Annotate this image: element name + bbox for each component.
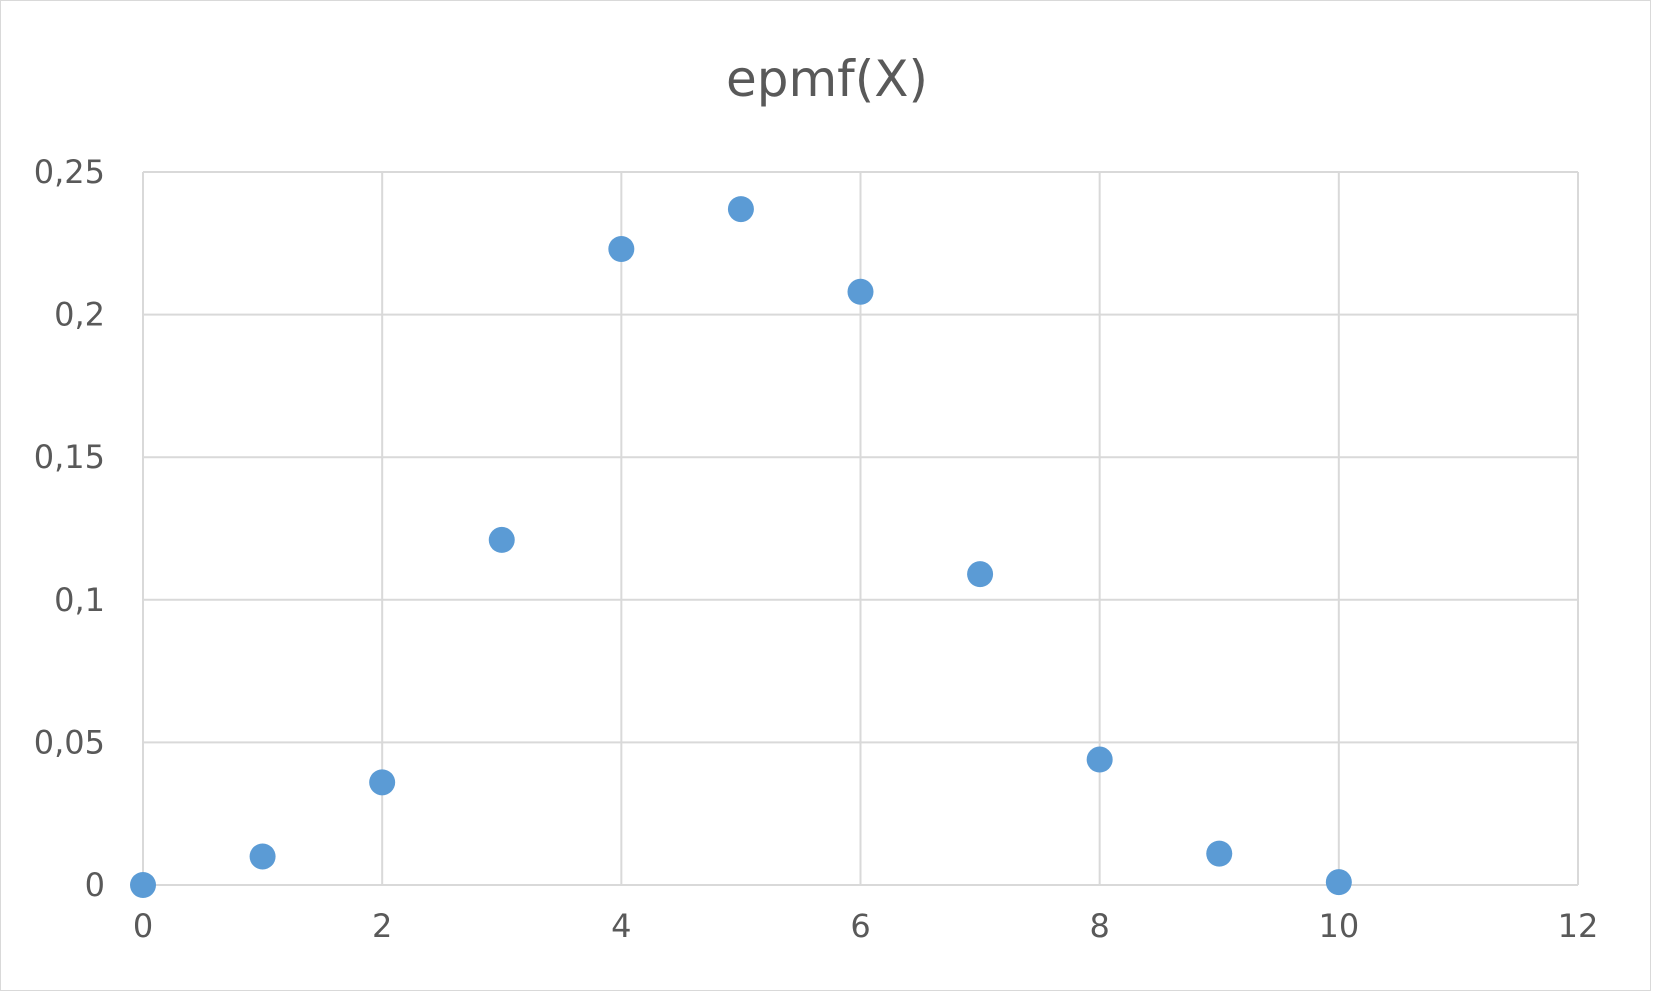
data-point <box>727 196 754 223</box>
data-point <box>249 843 276 870</box>
x-tick-label: 4 <box>611 907 631 945</box>
data-points <box>130 196 1352 898</box>
data-point <box>130 872 156 898</box>
x-tick-label: 0 <box>133 907 153 945</box>
data-point <box>847 278 874 305</box>
y-tick-label: 0 <box>85 866 105 904</box>
y-axis-tick-labels: 0 0,05 0,1 0,15 0,2 0,25 <box>34 153 105 904</box>
x-axis-tick-labels: 0 2 4 6 8 10 12 <box>133 907 1599 945</box>
y-tick-label: 0,05 <box>34 723 105 761</box>
x-tick-label: 8 <box>1089 907 1109 945</box>
gridlines <box>142 171 1579 886</box>
x-tick-label: 12 <box>1558 907 1599 945</box>
y-tick-label: 0,1 <box>54 581 105 619</box>
data-point <box>488 526 515 553</box>
chart-title: epmf(X) <box>726 50 928 108</box>
data-point <box>1206 840 1233 867</box>
data-point <box>1086 746 1113 773</box>
y-tick-label: 0,2 <box>54 296 105 334</box>
x-tick-label: 2 <box>372 907 392 945</box>
x-tick-label: 10 <box>1318 907 1359 945</box>
y-tick-label: 0,15 <box>34 438 105 476</box>
data-point <box>608 236 635 263</box>
data-point <box>369 769 396 796</box>
data-point <box>1325 869 1352 896</box>
y-tick-label: 0,25 <box>34 153 105 191</box>
x-tick-label: 6 <box>850 907 870 945</box>
data-point <box>967 561 994 588</box>
